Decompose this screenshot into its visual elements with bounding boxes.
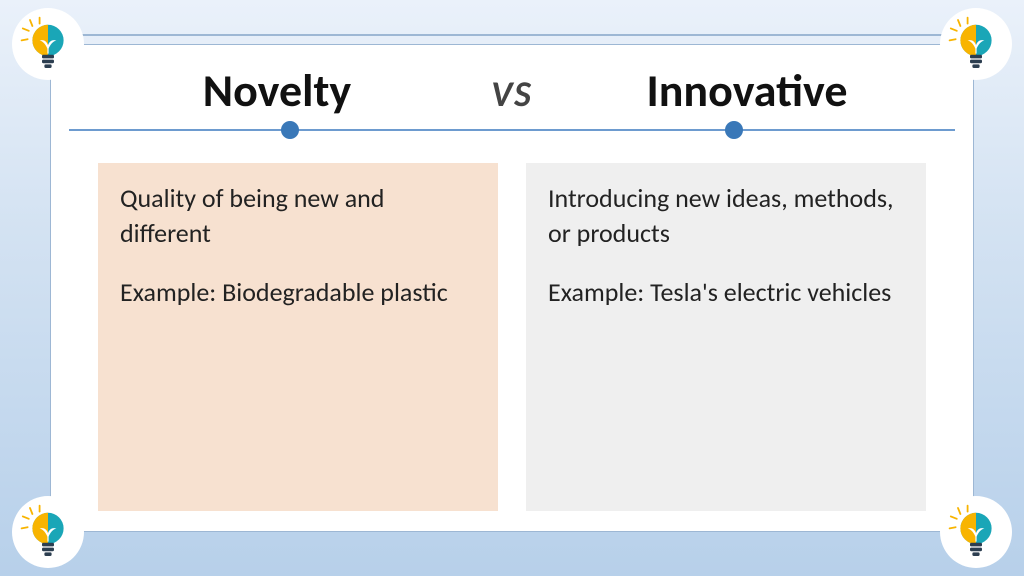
content-frame: Novelty VS Innovative Quality of being n… [50, 44, 974, 532]
slide: Novelty VS Innovative Quality of being n… [0, 0, 1024, 576]
eco-lightbulb-icon [12, 496, 84, 568]
left-example: Example: Biodegradable plastic [120, 275, 476, 310]
frame-top-accent [50, 34, 974, 36]
eco-lightbulb-icon [12, 8, 84, 80]
right-definition: Introducing new ideas, methods, or produ… [548, 181, 904, 251]
heading-right: Innovative [567, 63, 927, 119]
heading-left: Novelty [97, 63, 457, 119]
heading-vs: VS [457, 72, 567, 116]
columns: Quality of being new and different Examp… [51, 163, 973, 511]
column-left: Quality of being new and different Examp… [98, 163, 498, 511]
eco-lightbulb-icon [940, 496, 1012, 568]
divider-dot-right [725, 121, 743, 139]
eco-lightbulb-icon [940, 8, 1012, 80]
left-definition: Quality of being new and different [120, 181, 476, 251]
divider-dot-left [281, 121, 299, 139]
divider-line [69, 129, 955, 131]
column-right: Introducing new ideas, methods, or produ… [526, 163, 926, 511]
right-example: Example: Tesla's electric vehicles [548, 275, 904, 310]
headings-row: Novelty VS Innovative [51, 63, 973, 119]
